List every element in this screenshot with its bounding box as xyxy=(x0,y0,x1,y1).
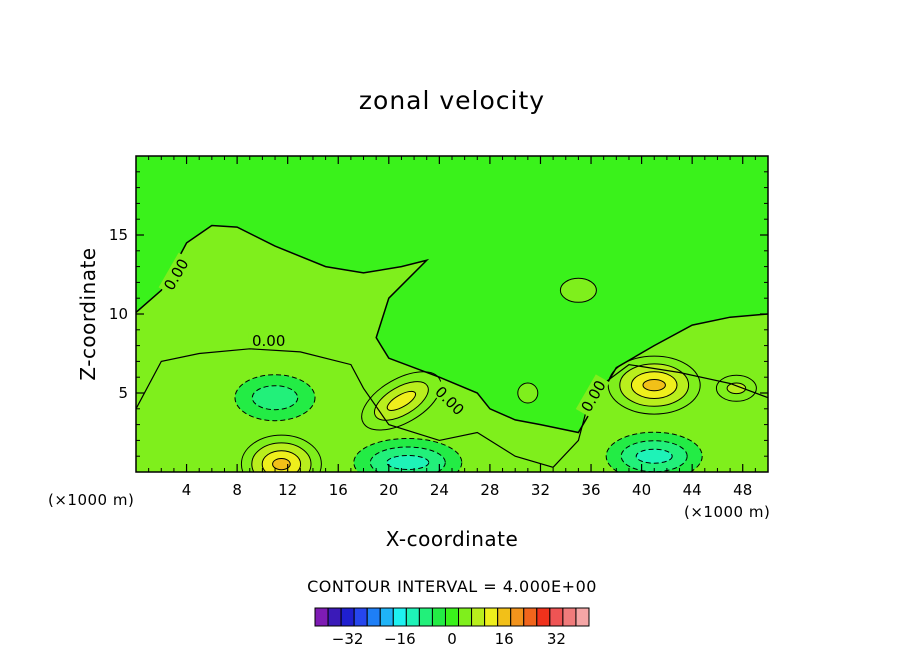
contour-blob xyxy=(559,277,597,303)
x-tick-label: 12 xyxy=(278,481,297,499)
contour-blob xyxy=(642,379,666,392)
colorbar-swatch xyxy=(510,607,525,627)
x-tick-label: 28 xyxy=(480,481,499,499)
colorbar-swatch xyxy=(497,607,512,627)
colorbar-swatch xyxy=(405,607,420,627)
contour-blob xyxy=(726,382,747,395)
contour-fills xyxy=(136,156,768,472)
colorbar-tick-label: −16 xyxy=(384,630,416,648)
contour-lines xyxy=(136,224,768,468)
x-tick-label: 36 xyxy=(581,481,600,499)
colorbar-tick-label: −32 xyxy=(332,630,364,648)
colorbar-swatch xyxy=(340,607,355,627)
contour-labels: 0.000.000.00 0.00 xyxy=(158,252,610,420)
x-axis-label: X-coordinate xyxy=(385,527,519,551)
y-tick-label: 5 xyxy=(118,384,128,402)
contour-blob xyxy=(517,382,539,404)
x-unit-right: (×1000 m) xyxy=(684,503,771,521)
x-tick-label: 24 xyxy=(430,481,449,499)
zero-contour xyxy=(136,224,768,434)
colorbar-swatch xyxy=(444,607,460,627)
y-axis-label: Z-coordinate xyxy=(76,247,100,381)
contour-label-bg xyxy=(575,374,610,418)
x-tick-label: 20 xyxy=(379,481,398,499)
contour-label: 0.00 xyxy=(252,332,285,350)
contour-blob xyxy=(251,385,299,411)
colorbar-swatch xyxy=(379,607,394,627)
colorbar-swatch xyxy=(392,607,407,627)
y-tick-label: 10 xyxy=(109,305,128,323)
x-tick-label: 8 xyxy=(232,481,242,499)
colorbar-swatch xyxy=(471,607,486,627)
contour-blob xyxy=(272,458,291,471)
contour-blob xyxy=(386,390,417,411)
colorbar-swatch xyxy=(431,607,446,627)
x-tick-label: 32 xyxy=(531,481,550,499)
colorbar-tick-label: 32 xyxy=(547,630,566,648)
colorbar-swatch xyxy=(575,607,590,627)
colorbar-swatch xyxy=(549,607,564,627)
contour-blob xyxy=(386,455,430,470)
colorbar-swatch xyxy=(327,607,342,627)
colorbar-swatch xyxy=(536,607,551,627)
colorbar-swatch xyxy=(314,607,329,627)
zero-contour xyxy=(136,348,768,468)
contour-blob xyxy=(635,448,673,464)
contour-label-bg xyxy=(248,331,289,348)
x-tick-label: 16 xyxy=(329,481,348,499)
colorbar-swatch xyxy=(418,607,433,627)
colorbar: −32 −16 0 16 32 xyxy=(314,607,590,648)
contour-label-bg xyxy=(158,252,193,296)
x-unit-left: (×1000 m) xyxy=(48,491,135,509)
colorbar-swatch xyxy=(458,607,473,627)
colorbar-swatch xyxy=(562,607,577,627)
colorbar-swatch xyxy=(366,607,381,627)
colorbar-swatch xyxy=(484,607,499,627)
x-tick-label: 44 xyxy=(683,481,702,499)
y-tick-label: 15 xyxy=(109,226,128,244)
colorbar-tick-label: 16 xyxy=(495,630,514,648)
contour-interval-label: CONTOUR INTERVAL = 4.000E+00 xyxy=(307,577,597,596)
x-tick-label: 40 xyxy=(632,481,651,499)
contour-label-bg xyxy=(430,380,471,420)
colorbar-swatch xyxy=(353,607,368,627)
colorbar-swatch xyxy=(523,607,538,627)
x-tick-label: 48 xyxy=(733,481,752,499)
colorbar-tick-label: 0 xyxy=(447,630,457,648)
x-tick-label: 4 xyxy=(182,481,192,499)
chart-title: zonal velocity xyxy=(358,86,546,115)
